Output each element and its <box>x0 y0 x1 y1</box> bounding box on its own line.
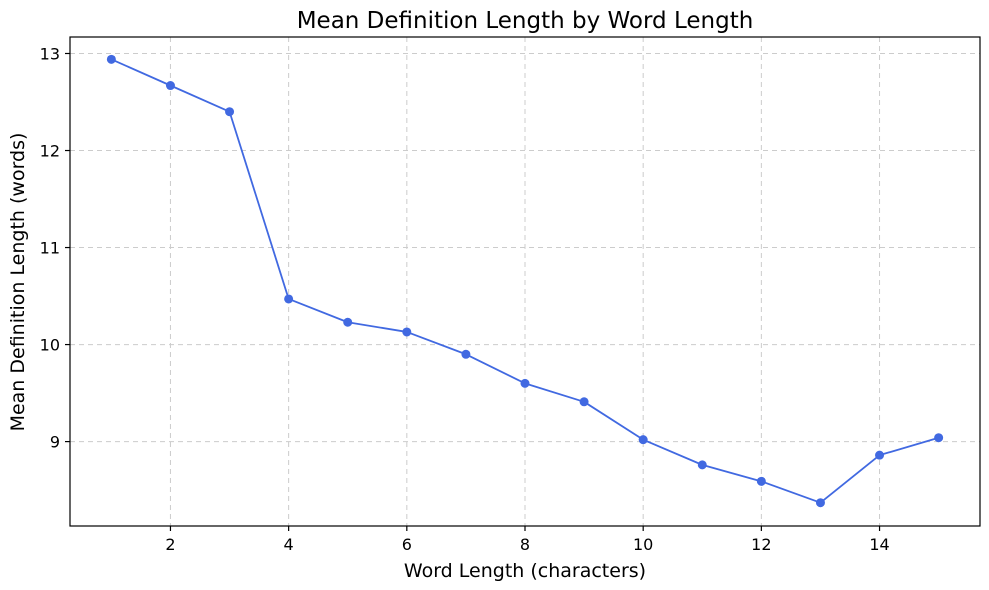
data-point <box>875 450 885 460</box>
y-tick-label: 12 <box>40 142 60 161</box>
x-tick-label: 12 <box>751 535 771 554</box>
data-point <box>343 317 353 327</box>
data-point <box>934 433 944 443</box>
data-point <box>165 81 175 91</box>
data-point <box>815 498 825 508</box>
x-tick-label: 10 <box>633 535 653 554</box>
data-point <box>461 349 471 359</box>
grid <box>70 37 980 526</box>
chart-title: Mean Definition Length by Word Length <box>297 8 754 34</box>
x-tick-label: 2 <box>165 535 175 554</box>
data-point <box>284 294 294 304</box>
data-point <box>697 460 707 470</box>
x-tick-label: 6 <box>402 535 412 554</box>
data-point <box>638 435 648 445</box>
x-tick-label: 14 <box>869 535 889 554</box>
data-point <box>106 54 116 64</box>
ticks: 2 4 6 8 10 12 14 9 10 11 12 13 <box>40 44 890 554</box>
y-tick-label: 10 <box>40 336 60 355</box>
y-tick-label: 11 <box>40 239 60 258</box>
series-layer <box>106 54 944 508</box>
data-point <box>225 107 235 117</box>
data-point <box>579 397 589 407</box>
data-point <box>520 378 530 388</box>
y-tick-label: 13 <box>40 44 60 63</box>
y-tick-label: 9 <box>50 433 60 452</box>
data-point <box>402 327 412 337</box>
x-tick-label: 8 <box>520 535 530 554</box>
x-axis-title: Word Length (characters) <box>404 560 646 582</box>
y-axis-title: Mean Definition Length (words) <box>7 133 29 432</box>
x-tick-label: 4 <box>284 535 294 554</box>
data-point <box>756 476 766 486</box>
